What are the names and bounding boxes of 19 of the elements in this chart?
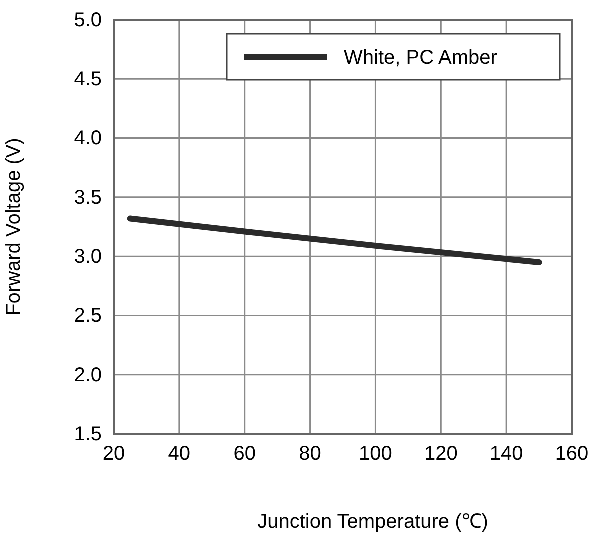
- y-tick-label: 3.0: [74, 246, 102, 268]
- x-tick-label: 160: [555, 443, 589, 466]
- y-tick-label: 4.0: [74, 128, 102, 150]
- y-tick-label: 5.0: [74, 9, 102, 32]
- x-tick-label: 100: [359, 443, 392, 466]
- x-tick-label: 20: [102, 443, 126, 466]
- y-tick-label: 2.5: [74, 305, 102, 328]
- y-tick-label: 2.0: [74, 364, 102, 386]
- x-tick-label: 40: [168, 443, 191, 466]
- y-tick-label: 4.5: [74, 68, 102, 91]
- x-tick-label: 80: [299, 443, 322, 466]
- x-tick-label: 60: [234, 443, 256, 466]
- x-tick-label: 120: [424, 443, 458, 466]
- legend-label: White, PC Amber: [344, 47, 498, 69]
- y-tick-label: 3.5: [74, 186, 102, 209]
- x-tick-label: 140: [490, 443, 524, 466]
- x-axis-title: Junction Temperature (℃): [258, 511, 488, 533]
- y-tick-label: 1.5: [74, 423, 102, 446]
- y-axis-title: Forward Voltage (V): [3, 138, 25, 316]
